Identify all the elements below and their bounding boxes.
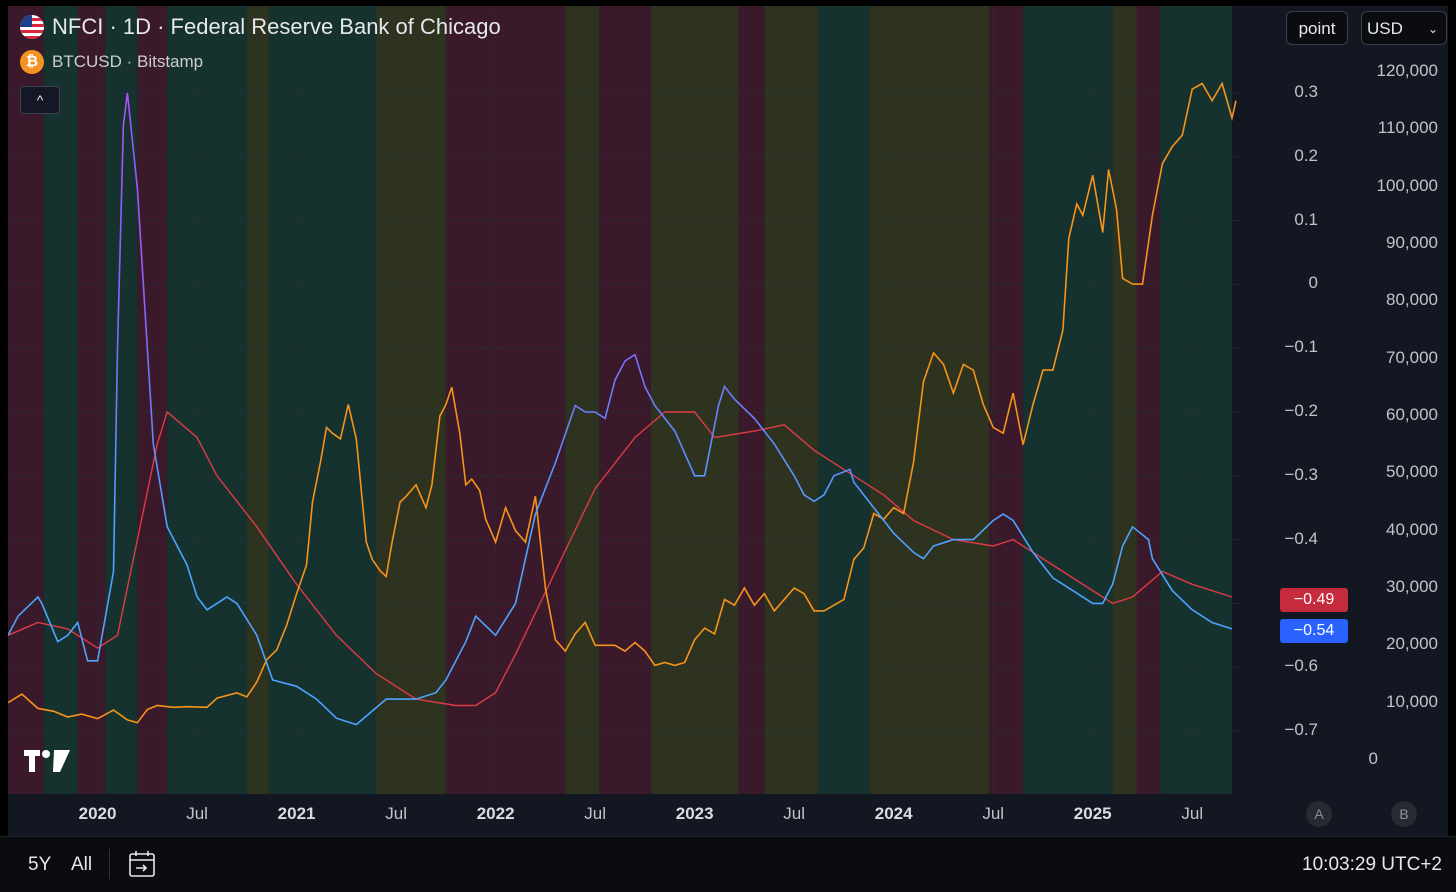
- regime-band-2: [77, 6, 106, 794]
- btc-tick-label: 50,000: [1386, 462, 1438, 482]
- range-5y-button[interactable]: 5Y: [28, 854, 52, 875]
- bottom-toolbar: 5Y All 10:03:29 UTC+2: [0, 836, 1456, 892]
- nfci-tick-label: 0.3: [1294, 82, 1318, 101]
- regime-band-6: [246, 6, 269, 794]
- regime-band-0: [8, 6, 44, 794]
- time-tick-label: Jul: [1181, 804, 1204, 823]
- time-tick-label: Jul: [584, 804, 607, 823]
- regime-band-17: [869, 6, 934, 794]
- currency-value: USD: [1367, 19, 1403, 38]
- regime-band-5: [167, 6, 247, 794]
- time-tick-label: 2022: [476, 804, 515, 823]
- btc-tick-label: 30,000: [1386, 577, 1438, 596]
- nfci-tick-label: −0.4: [1284, 528, 1318, 548]
- session-clock: 10:03:29 UTC+2: [1302, 854, 1442, 875]
- time-tick-label: Jul: [783, 804, 806, 823]
- btcusd-line: [8, 81, 1237, 724]
- tradingview-logo-icon: [24, 750, 70, 772]
- regime-band-15: [764, 6, 819, 794]
- btc-tick-label: 120,000: [1376, 61, 1438, 80]
- bitcoin-icon: ₿: [20, 50, 44, 74]
- regime-band-7: [268, 6, 377, 794]
- btc-tick-label: 20,000: [1386, 634, 1438, 654]
- btc-tick-label: 100,000: [1376, 175, 1438, 195]
- chart-pane[interactable]: [8, 6, 1448, 846]
- btc-tick-label: 10,000: [1386, 691, 1438, 711]
- ma-last-value-badge: −0.49: [1280, 588, 1348, 612]
- time-tick-label: 2021: [277, 804, 316, 823]
- regime-band-19: [989, 6, 1024, 794]
- compare-series-title: BTCUSD · Bitstamp: [52, 52, 204, 71]
- btc-tick-label: 40,000: [1386, 519, 1438, 539]
- main-series-legend[interactable]: NFCI · 1D · Federal Reserve Bank of Chic…: [20, 14, 501, 40]
- regime-band-23: [1160, 6, 1233, 794]
- currency-select[interactable]: USD ⌄: [1361, 11, 1447, 45]
- regime-band-22: [1136, 6, 1161, 794]
- nfci-tick-label: −0.1: [1284, 337, 1318, 357]
- pane-b-button[interactable]: B: [1391, 801, 1417, 827]
- time-tick-label: 2024: [874, 804, 913, 823]
- nfci-tick-label: −0.7: [1284, 720, 1318, 739]
- time-tick-label: 2020: [78, 804, 117, 823]
- regime-band-20: [1023, 6, 1113, 794]
- compare-series-legend[interactable]: ₿ BTCUSD · Bitstamp: [20, 50, 203, 74]
- regime-band-3: [105, 6, 138, 794]
- regime-band-1: [43, 6, 78, 794]
- btc-tick-label: 60,000: [1386, 405, 1438, 424]
- regime-band-11: [565, 6, 600, 794]
- pane-a-button[interactable]: A: [1306, 801, 1332, 827]
- series-title: NFCI · 1D · Federal Reserve Bank of Chic…: [52, 14, 501, 39]
- btc-tick-label: 70,000: [1386, 347, 1438, 367]
- time-tick-label: Jul: [385, 804, 407, 823]
- collapse-legend-button[interactable]: ^: [20, 86, 60, 114]
- time-tick-label: 2025: [1073, 804, 1112, 823]
- nfci-ma-line: [8, 410, 1233, 707]
- scale-mode-button[interactable]: point: [1286, 11, 1348, 45]
- regime-band-9: [445, 6, 482, 794]
- time-tick-label: 2023: [675, 804, 714, 823]
- chart-canvas[interactable]: [8, 6, 1448, 846]
- nfci-tick-label: 0.2: [1294, 145, 1318, 165]
- btc-tick-label: 0: [1368, 749, 1378, 768]
- range-all-button[interactable]: All: [71, 854, 93, 875]
- toolbar-divider: [109, 849, 110, 879]
- nfci-tick-label: −0.3: [1284, 464, 1318, 484]
- nfci-last-value-badge: −0.54: [1280, 619, 1348, 643]
- regime-band-8: [376, 6, 446, 794]
- chevron-down-icon: ⌄: [1427, 22, 1438, 36]
- nfci-tick-label: −0.6: [1284, 656, 1318, 676]
- regime-band-10: [481, 6, 566, 794]
- regime-band-14: [738, 6, 765, 794]
- nfci-line: [8, 92, 1233, 726]
- nfci-tick-label: 0.1: [1294, 209, 1318, 229]
- regime-band-21: [1112, 6, 1137, 794]
- btc-tick-label: 110,000: [1377, 118, 1438, 138]
- btc-tick-label: 90,000: [1386, 233, 1438, 252]
- regime-band-4: [137, 6, 168, 794]
- nfci-tick-label: 0: [1308, 273, 1318, 293]
- regime-band-18: [933, 6, 990, 794]
- btc-tick-label: 80,000: [1386, 290, 1438, 310]
- regime-band-16: [818, 6, 870, 794]
- calendar-goto-icon[interactable]: [128, 849, 156, 879]
- time-tick-label: Jul: [186, 804, 208, 823]
- regime-band-12: [599, 6, 651, 794]
- time-tick-label: Jul: [982, 804, 1005, 823]
- us-flag-icon: [20, 15, 44, 39]
- nfci-tick-label: −0.2: [1284, 401, 1318, 420]
